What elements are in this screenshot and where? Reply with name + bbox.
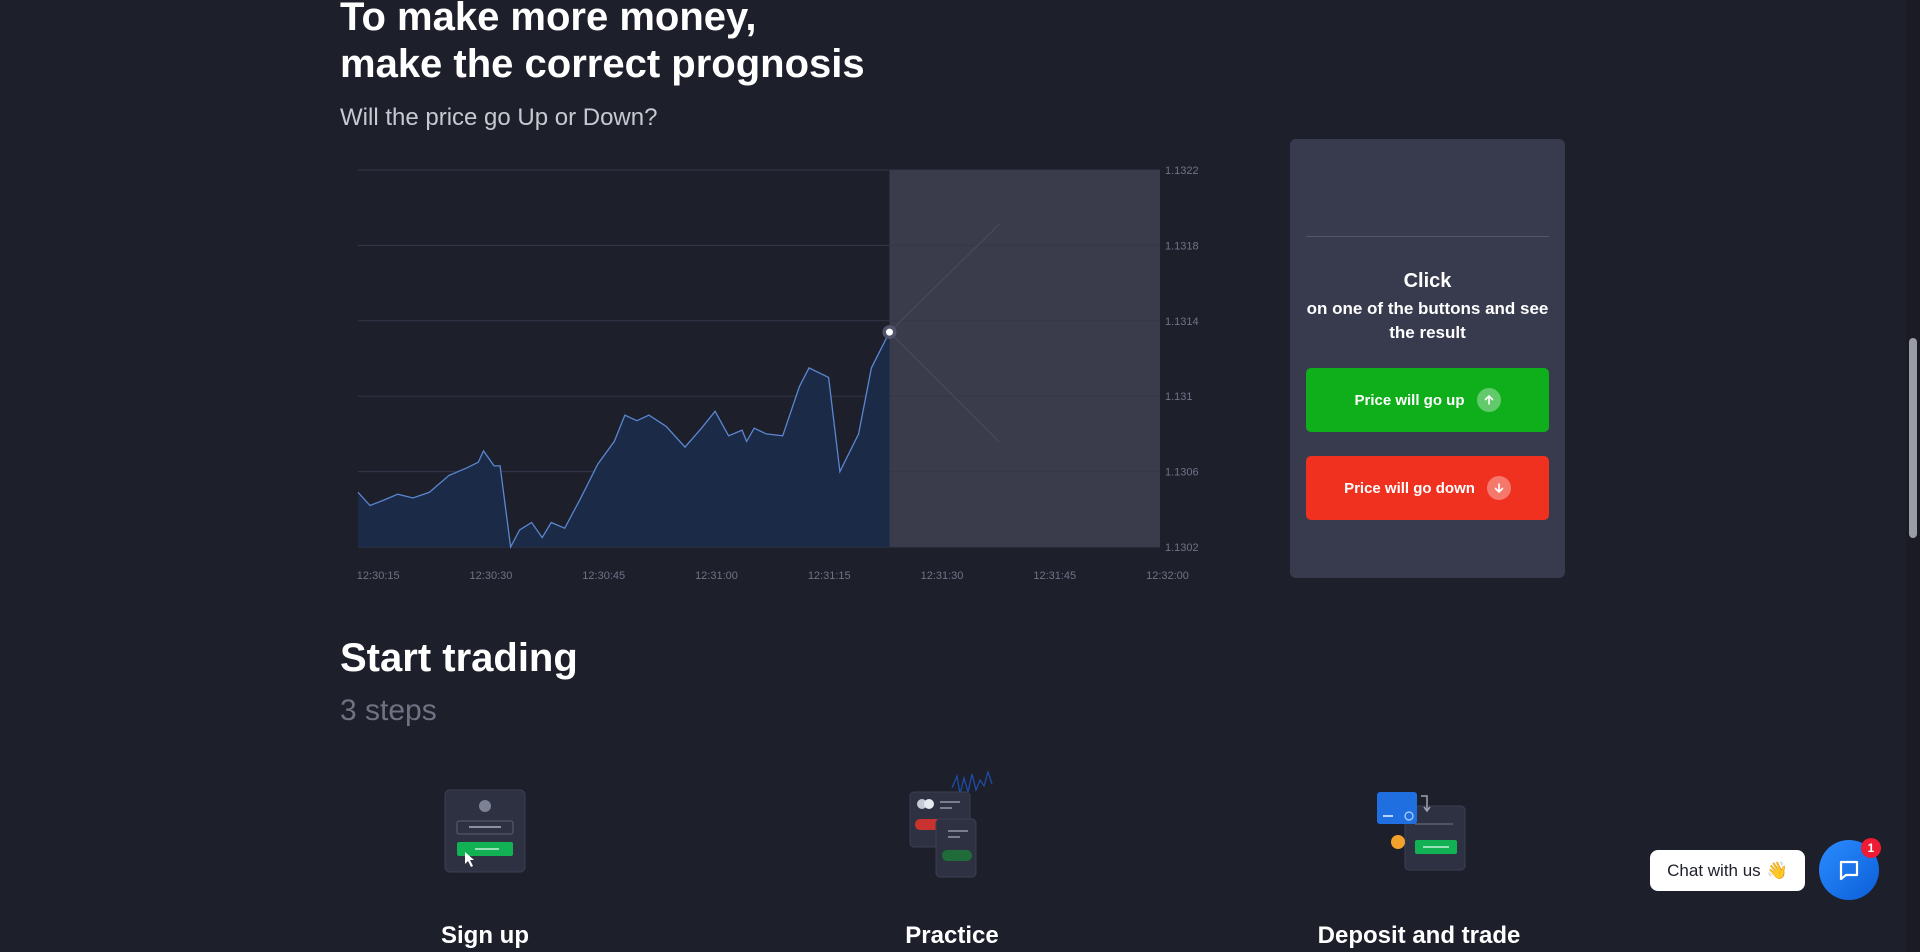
x-tick-label: 12:30:15 — [357, 570, 400, 582]
step-deposit-label: Deposit and trade — [1317, 922, 1521, 949]
x-tick-label: 12:30:45 — [582, 570, 625, 582]
chat-bubble-icon — [1839, 860, 1859, 881]
prognosis-panel: Click on one of the buttons and see the … — [1290, 139, 1565, 578]
price-up-button[interactable]: Price will go up — [1306, 368, 1549, 432]
y-tick-label: 1.1322 — [1165, 165, 1199, 177]
y-tick-label: 1.1314 — [1165, 316, 1199, 328]
arrow-down-icon — [1486, 476, 1511, 500]
y-tick-label: 1.1306 — [1165, 467, 1199, 479]
step-practice-label: Practice — [905, 922, 999, 949]
deposit-illustration-icon — [1377, 792, 1466, 871]
price-down-label: Price will go down — [1344, 479, 1475, 497]
x-tick-label: 12:31:30 — [921, 570, 964, 582]
panel-click-description: on one of the buttons and see the result — [1306, 299, 1549, 342]
x-tick-label: 12:31:45 — [1033, 570, 1076, 582]
hero-title: To make more money, make the correct pro… — [340, 0, 865, 88]
x-tick-label: 12:30:30 — [470, 570, 513, 582]
down-guide-line — [889, 331, 1000, 443]
y-tick-label: 1.1318 — [1165, 240, 1199, 252]
x-tick-label: 12:32:00 — [1146, 570, 1189, 582]
start-trading-title: Start trading — [340, 636, 578, 680]
signup-illustration-icon — [444, 789, 526, 873]
page-scrollbar-thumb[interactable] — [1909, 338, 1917, 538]
panel-click-title: Click — [1403, 270, 1452, 292]
arrow-up-icon — [1476, 388, 1501, 412]
up-guide-line — [889, 223, 1000, 333]
practice-illustration-icon — [909, 770, 993, 878]
chat-with-us-label[interactable]: Chat with us 👋 — [1650, 850, 1805, 891]
x-tick-label: 12:31:15 — [808, 570, 851, 582]
price-area — [358, 332, 890, 547]
x-tick-label: 12:31:00 — [695, 570, 738, 582]
price-chart: 1.1322 1.1318 1.1314 1.131 1.1306 1.1302 12:30… — [330, 160, 1240, 582]
price-line — [357, 331, 891, 550]
hero-title-line2: make the correct prognosis — [340, 42, 865, 86]
future-zone — [889, 170, 1160, 547]
hero-title-line1: To make more money, — [340, 0, 757, 39]
current-point — [885, 328, 893, 336]
price-down-button[interactable]: Price will go down — [1306, 456, 1549, 520]
price-chart-svg: 1.1322 1.1318 1.1314 1.131 1.1306 1.1302 12:30… — [357, 165, 1199, 582]
chat-unread-badge: 1 — [1861, 838, 1881, 858]
waving-hand-icon: 👋 — [1766, 860, 1788, 880]
chat-label-text: Chat with us — [1667, 860, 1761, 880]
panel-divider — [1306, 236, 1549, 237]
y-tick-label: 1.1302 — [1165, 542, 1199, 554]
y-tick-label: 1.131 — [1165, 391, 1193, 403]
price-up-label: Price will go up — [1354, 391, 1465, 409]
step-sign-up-label: Sign up — [441, 922, 529, 949]
hero-subtitle: Will the price go Up or Down? — [340, 104, 658, 131]
start-trading-subtitle: 3 steps — [340, 694, 437, 727]
